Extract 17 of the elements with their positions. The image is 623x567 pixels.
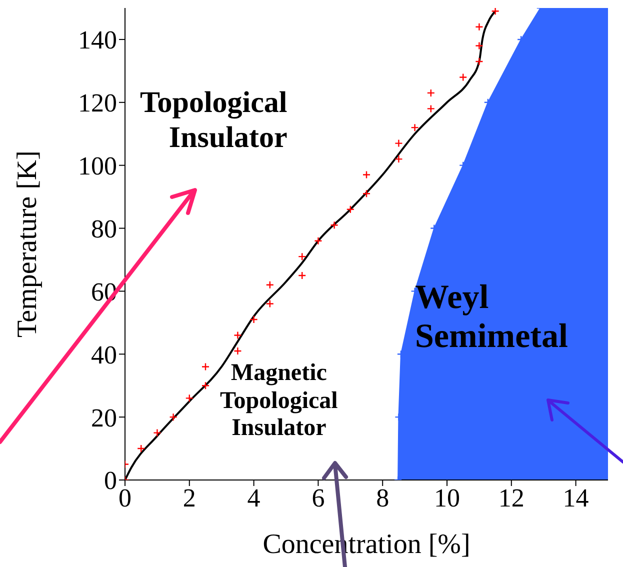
y-tick-label: 40 xyxy=(91,340,117,370)
y-tick-label: 80 xyxy=(91,214,117,244)
y-axis-title: Temperature [K] xyxy=(12,150,43,338)
x-tick-label: 12 xyxy=(498,483,524,512)
y-tick-label: 100 xyxy=(78,152,117,181)
x-tick-label: 2 xyxy=(182,483,196,512)
x-tick-label: 4 xyxy=(247,483,260,512)
x-tick-label: 14 xyxy=(562,483,589,512)
annotation: Topological Insulator xyxy=(140,86,288,155)
y-tick-label: 120 xyxy=(78,88,117,118)
y-tick-label: 140 xyxy=(78,26,117,55)
x-tick-label: 10 xyxy=(434,483,460,512)
x-tick-label: 8 xyxy=(376,483,390,512)
x-tick-label: 6 xyxy=(312,483,325,512)
annotation: Weyl Semimetal xyxy=(415,278,568,356)
y-tick-label: 20 xyxy=(91,403,117,432)
annotation: Magnetic Topological Insulator xyxy=(220,360,338,443)
